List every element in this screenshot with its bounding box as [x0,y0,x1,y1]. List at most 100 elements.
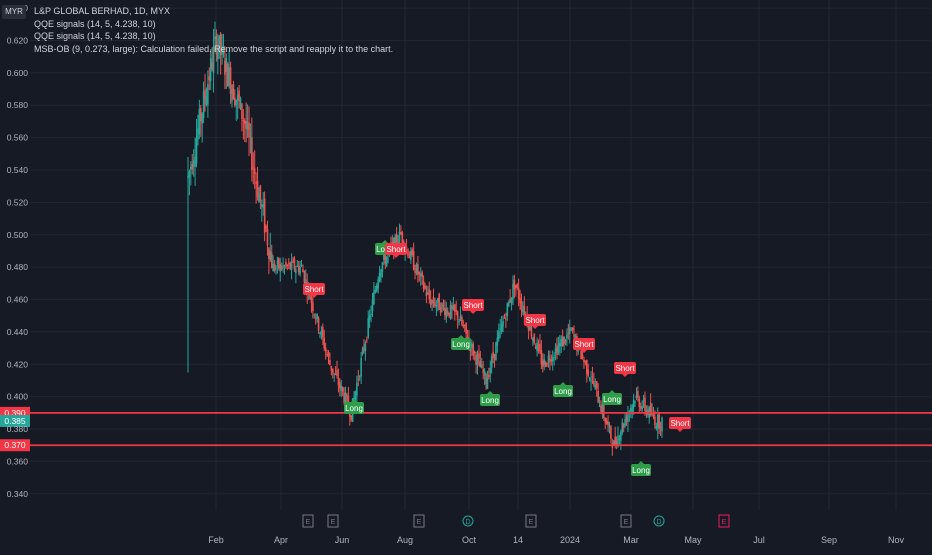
candle-body [485,374,487,385]
dividend-icon[interactable] [653,515,665,527]
candle-body [239,98,242,109]
candle-body [375,285,378,292]
short-signal [303,283,325,295]
candle-body [560,338,563,347]
candle-body [283,265,286,268]
candle-body [385,256,388,266]
candle-body [509,298,511,302]
candle-body [644,397,646,411]
candle-body [502,321,504,327]
dividend-icon[interactable] [462,515,474,527]
earnings-icon[interactable] [302,514,314,528]
candle-body [587,369,590,376]
candle-body [601,404,604,415]
currency-badge[interactable]: MYR [2,5,26,19]
earnings-icon[interactable] [620,514,632,528]
candle-body [594,385,597,389]
candle-body [361,348,364,354]
x-tick-label: Aug [397,535,413,545]
horizontal-lines[interactable]: 0.390 0.370 0.385 [0,406,932,452]
candle-body [610,426,612,439]
candle-body [557,345,560,353]
candle-body [319,332,321,335]
candle-body [580,350,582,360]
candle-body [259,185,262,202]
indicator-msb-ob[interactable]: MSB-OB (9, 0.273, large): Calculation fa… [34,43,394,54]
candle-body [573,334,575,337]
x-tick-label: Sep [821,535,837,545]
candle-body [435,304,438,307]
candle-body [556,345,558,356]
candle-body [512,283,514,300]
indicator-qqe-1[interactable]: QQE signals (14, 5, 4.238, 10) [34,18,156,29]
earnings-icon[interactable] [525,514,537,528]
x-axis[interactable]: Feb Apr Jun Aug Oct 14 2024 Mar May Jul Sep Nov [208,535,904,545]
candle-body [571,328,574,331]
candle-body [353,397,355,401]
candle-body [448,312,450,317]
candle-body [593,381,595,386]
candle-body [417,264,419,275]
candle-body [527,325,530,331]
candle-body [459,316,462,322]
candles [187,21,663,456]
candle-body [201,113,203,124]
candle-body [588,378,591,380]
candle-body [655,426,658,429]
candle-body [532,338,534,341]
candle-body [411,249,414,256]
candle-body [255,181,257,184]
short-signal [614,362,636,374]
candle-body [292,261,294,263]
candle-body [234,97,236,106]
candle-body [356,382,358,396]
candle-body [414,270,416,273]
candle-body [418,272,421,275]
earnings-icon[interactable] [413,514,425,528]
candle-body [383,254,385,260]
indicator-qqe-2[interactable]: QQE signals (14, 5, 4.238, 10) [34,31,156,41]
candle-body [461,317,463,325]
candle-body [371,299,374,311]
candle-body [431,300,433,304]
candle-body [300,264,303,267]
candle-body [563,336,565,344]
candle-body [522,309,524,313]
y-tick-label: 0.520 [7,197,29,207]
candle-body [490,356,493,368]
candle-body [232,84,235,100]
event-label: D [465,519,470,526]
candle-body [304,279,307,284]
candle-body [641,406,643,410]
candle-body [496,337,499,346]
candle-body [226,63,229,87]
x-tick-label: May [684,535,702,545]
price-tag-label: 0.370 [4,440,26,450]
y-axis[interactable]: 0.340 0.360 0.380 0.400 0.420 0.440 0.460 0.480… [7,3,29,499]
signal-label: Short [525,316,545,325]
candle-body [530,326,533,337]
signal-pointer [393,255,399,258]
candle-body [302,269,304,273]
chart-title[interactable]: L&P GLOBAL BERHAD, 1D, MYX [34,6,171,16]
earnings-icon[interactable] [327,514,339,528]
candle-body [336,370,338,377]
candle-body [320,330,323,335]
signal-pointer [677,429,683,432]
candle-body [551,357,554,362]
candle-body [228,67,230,86]
currency-label: MYR [5,7,23,16]
candle-body [296,265,299,267]
candle-body [627,414,629,422]
y-tick-label: 0.620 [7,35,29,45]
candle-body [231,89,233,102]
candle-body [258,193,260,203]
candle-body [395,233,398,245]
earnings-icon[interactable] [718,514,730,528]
candle-body [568,327,571,334]
candle-body [334,373,337,375]
candle-body [559,342,561,347]
